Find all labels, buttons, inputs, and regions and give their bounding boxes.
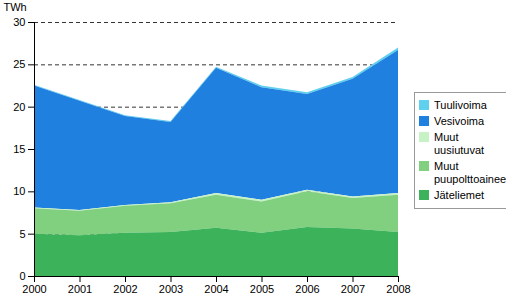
svg-text:5: 5 bbox=[19, 228, 25, 240]
html-text:Muut uusiutuvat: Muut uusiutuvat bbox=[434, 130, 485, 156]
svg-text:2002: 2002 bbox=[113, 283, 137, 295]
svg-text:2003: 2003 bbox=[159, 283, 183, 295]
svg-text:2005: 2005 bbox=[250, 283, 274, 295]
svg-text:2007: 2007 bbox=[341, 283, 365, 295]
html-text:Tuulivoima: Tuulivoima bbox=[434, 98, 487, 111]
svg-text:0: 0 bbox=[19, 270, 25, 282]
html-text:Jäteliemet: Jäteliemet bbox=[434, 188, 485, 201]
html-text:Vesivoima: Vesivoima bbox=[434, 114, 485, 127]
svg-text:2008: 2008 bbox=[386, 283, 410, 295]
svg-text:2004: 2004 bbox=[204, 283, 228, 295]
svg-text:20: 20 bbox=[13, 101, 25, 113]
svg-text:2001: 2001 bbox=[68, 283, 92, 295]
svg-text:30: 30 bbox=[13, 16, 25, 28]
svg-text:2000: 2000 bbox=[22, 283, 46, 295]
svg-text:TWh: TWh bbox=[4, 1, 27, 13]
svg-text:2006: 2006 bbox=[295, 283, 319, 295]
svg-text:25: 25 bbox=[13, 58, 25, 70]
svg-text:10: 10 bbox=[13, 185, 25, 197]
svg-text:15: 15 bbox=[13, 143, 25, 155]
